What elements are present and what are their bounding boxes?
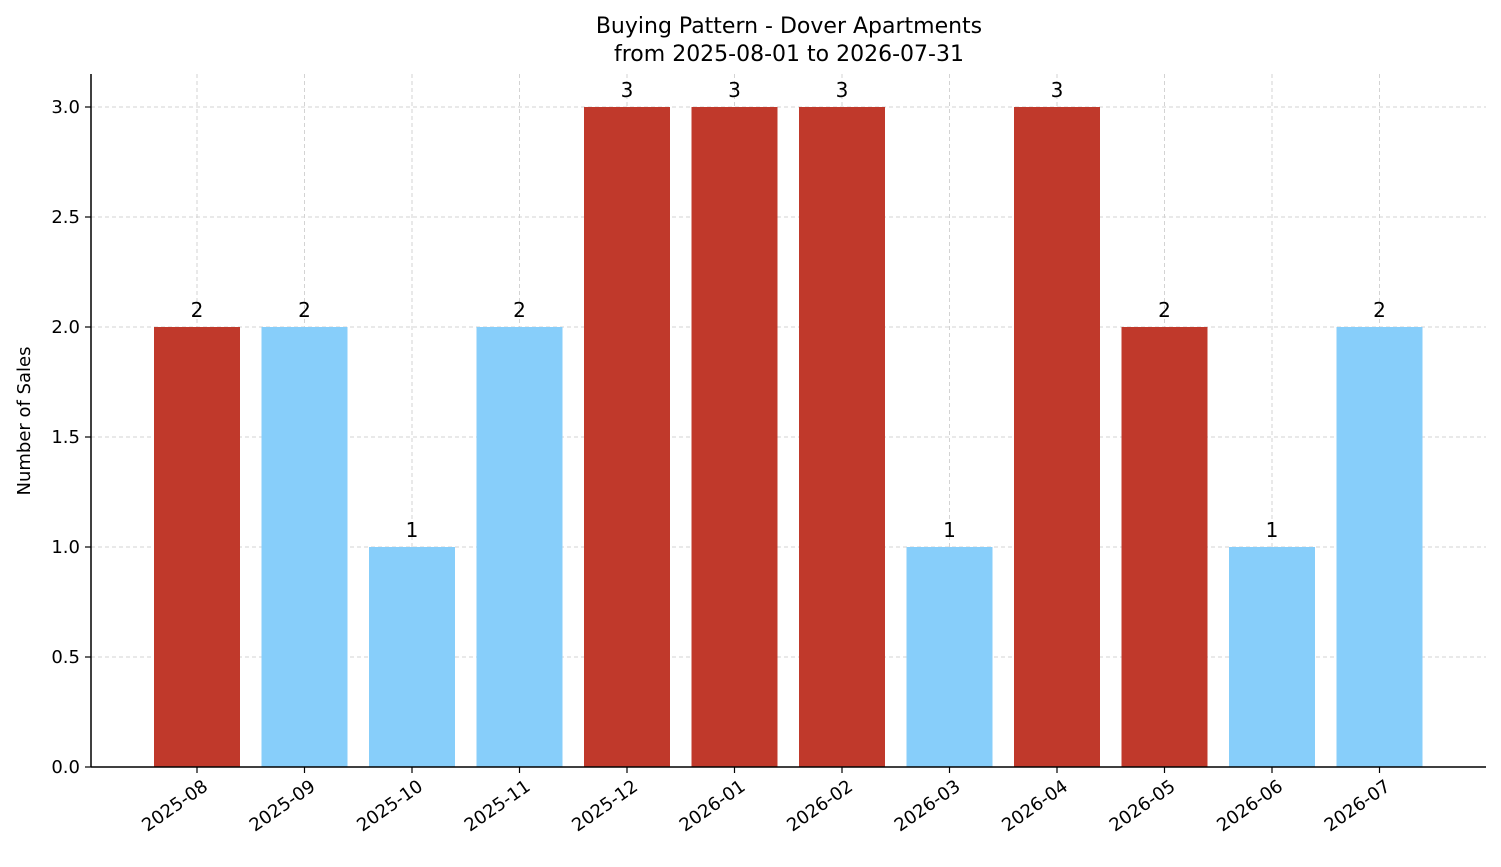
bar-value-label: 3 [836,78,849,102]
bar-2025-12 [584,107,670,767]
bar-value-label: 1 [406,518,419,542]
bar-value-label: 2 [513,298,526,322]
bar-2026-02 [799,107,885,767]
y-axis-label: Number of Sales [14,346,35,495]
bar-2026-06 [1229,547,1315,767]
bar-2026-07 [1336,327,1423,767]
x-tick-label: 2026-01 [676,776,750,836]
bar-2025-08 [154,327,240,767]
bar-2026-01 [691,107,778,767]
bar-value-label: 1 [943,518,956,542]
chart-subtitle: from 2025-08-01 to 2026-07-31 [614,42,964,67]
bar-value-label: 1 [1266,518,1279,542]
x-tick-label: 2026-06 [1213,776,1287,836]
x-tick-label: 2026-04 [998,776,1072,836]
x-tick-label: 2025-12 [568,776,642,836]
y-axis-ticks: 0.0 0.5 1.0 1.5 2.0 2.5 3.0 [51,97,91,778]
x-tick-label: 2025-10 [353,776,427,836]
y-tick-label: 1.0 [51,537,80,558]
y-tick-label: 1.5 [51,427,80,448]
bar-2025-11 [476,327,563,767]
x-tick-label: 2025-11 [461,776,535,836]
x-tick-label: 2025-08 [138,776,212,836]
y-tick-label: 2.5 [51,207,80,228]
x-tick-label: 2025-09 [246,776,320,836]
y-tick-label: 3.0 [51,97,80,118]
bars [154,107,1423,767]
bar-value-label: 2 [298,298,311,322]
bar-value-label: 2 [1373,298,1386,322]
chart-title: Buying Pattern - Dover Apartments [596,14,982,39]
x-tick-label: 2026-03 [891,776,965,836]
data-labels: 2 2 1 2 3 3 3 1 3 2 1 2 [191,78,1386,542]
bar-2025-10 [369,547,455,767]
y-tick-label: 0.0 [51,757,80,778]
x-tick-label: 2026-07 [1321,776,1395,836]
bar-2026-03 [906,547,993,767]
bar-2026-04 [1014,107,1100,767]
bar-value-label: 3 [728,78,741,102]
x-axis-ticks: 2025-08 2025-09 2025-10 2025-11 2025-12 2026-… [138,767,1394,836]
bar-value-label: 2 [191,298,204,322]
bar-value-label: 2 [1158,298,1171,322]
bar-2026-05 [1121,327,1208,767]
bar-value-label: 3 [621,78,634,102]
x-tick-label: 2026-05 [1106,776,1180,836]
bar-value-label: 3 [1051,78,1064,102]
y-tick-label: 0.5 [51,647,80,668]
bar-2025-09 [261,327,348,767]
y-tick-label: 2.0 [51,317,80,338]
axes [90,74,1486,768]
x-tick-label: 2026-02 [783,776,857,836]
